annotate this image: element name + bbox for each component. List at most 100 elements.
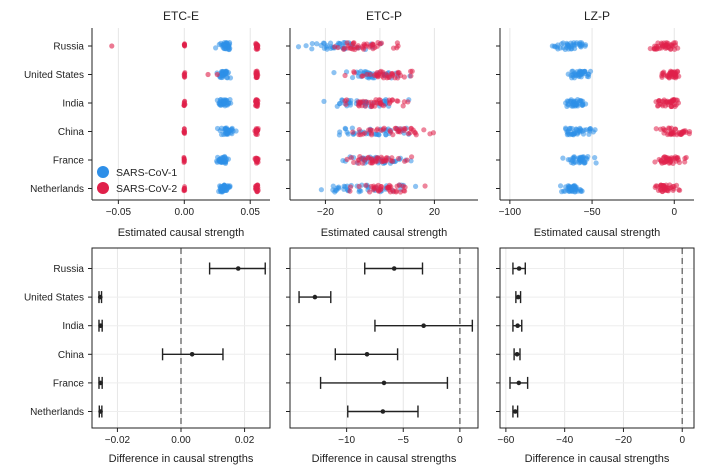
point-sars-cov-2 bbox=[409, 68, 415, 74]
bottom-x-tick-label: −5 bbox=[398, 435, 410, 446]
error-bar-india bbox=[98, 319, 103, 332]
point-sars-cov-1 bbox=[222, 43, 228, 49]
point-sars-cov-1 bbox=[561, 188, 567, 194]
point-sars-cov-2 bbox=[386, 182, 393, 188]
point-sars-cov-2 bbox=[181, 158, 187, 164]
point-sars-cov-2 bbox=[662, 127, 668, 134]
point-sars-cov-2 bbox=[397, 189, 404, 195]
point-sars-cov-2 bbox=[380, 75, 387, 81]
point-sars-cov-2 bbox=[390, 45, 397, 51]
point-sars-cov-1 bbox=[330, 183, 336, 189]
point-sars-cov-1 bbox=[565, 183, 571, 189]
point-sars-cov-1 bbox=[570, 155, 576, 161]
legend-label: SARS-CoV-2 bbox=[116, 183, 177, 195]
point-sars-cov-2 bbox=[393, 189, 399, 195]
point-sars-cov-1 bbox=[412, 183, 419, 189]
point-sars-cov-2 bbox=[347, 184, 354, 190]
point-sars-cov-1 bbox=[309, 40, 315, 47]
error-bar-russia bbox=[364, 262, 424, 275]
point-sars-cov-2 bbox=[214, 71, 220, 78]
point-sars-cov-1 bbox=[336, 185, 342, 191]
point-sars-cov-2 bbox=[668, 42, 674, 49]
error-bar-china bbox=[334, 348, 399, 361]
point-sars-cov-1 bbox=[218, 96, 224, 103]
point-sars-cov-1 bbox=[569, 42, 575, 48]
point-sars-cov-1 bbox=[222, 97, 228, 103]
point-sars-cov-1 bbox=[408, 158, 414, 164]
point-sars-cov-2 bbox=[370, 42, 376, 48]
point-sars-cov-2 bbox=[364, 71, 370, 77]
point-sars-cov-2 bbox=[374, 126, 381, 132]
point-sars-cov-1 bbox=[221, 183, 227, 189]
point-sars-cov-1 bbox=[342, 125, 348, 131]
bottom-x-tick-label: −20 bbox=[615, 435, 632, 446]
bottom-y-tick-label: Russia bbox=[53, 264, 84, 275]
point-sars-cov-2 bbox=[182, 70, 188, 75]
bottom-y-tick-label: China bbox=[58, 350, 85, 361]
point-sars-cov-1 bbox=[565, 129, 571, 135]
point-sars-cov-2 bbox=[351, 40, 357, 46]
point-sars-cov-1 bbox=[581, 127, 587, 133]
point-sars-cov-1 bbox=[565, 71, 571, 77]
error-bar-france bbox=[98, 376, 103, 389]
legend-label: SARS-CoV-1 bbox=[116, 167, 177, 179]
point-sars-cov-1 bbox=[314, 41, 320, 47]
point-sars-cov-2 bbox=[655, 103, 661, 109]
point-sars-cov-2 bbox=[109, 43, 115, 49]
point-sars-cov-2 bbox=[365, 99, 372, 105]
point-sars-cov-2 bbox=[362, 42, 368, 48]
point-sars-cov-2 bbox=[367, 189, 373, 195]
point-sars-cov-2 bbox=[402, 184, 408, 190]
point-sars-cov-2 bbox=[408, 154, 415, 160]
point-sars-cov-1 bbox=[585, 71, 591, 77]
point-sars-cov-2 bbox=[182, 42, 187, 47]
point-sars-cov-2 bbox=[401, 99, 407, 105]
point-sars-cov-2 bbox=[254, 128, 260, 134]
point-sars-cov-2 bbox=[369, 102, 375, 108]
point-sars-cov-2 bbox=[363, 182, 369, 188]
point-sars-cov-2 bbox=[389, 97, 396, 103]
point-sars-cov-2 bbox=[356, 160, 362, 166]
point-sars-cov-1 bbox=[578, 44, 584, 50]
point-sars-cov-1 bbox=[233, 128, 239, 134]
point-sars-cov-2 bbox=[397, 129, 403, 135]
point-sars-cov-2 bbox=[427, 131, 433, 137]
point-sars-cov-2 bbox=[253, 103, 259, 109]
point-sars-cov-2 bbox=[670, 130, 676, 136]
point-sars-cov-1 bbox=[225, 184, 231, 191]
point-sars-cov-1 bbox=[571, 159, 578, 165]
point-sars-cov-2 bbox=[375, 74, 381, 80]
top-y-tick-label: Netherlands bbox=[30, 184, 84, 195]
point-sars-cov-2 bbox=[653, 126, 659, 132]
mean-marker bbox=[189, 352, 195, 357]
error-bar-netherlands bbox=[98, 405, 103, 418]
mean-marker bbox=[515, 294, 521, 300]
mean-marker bbox=[364, 352, 370, 357]
point-sars-cov-2 bbox=[647, 45, 653, 52]
point-sars-cov-2 bbox=[389, 70, 396, 77]
point-sars-cov-1 bbox=[218, 131, 225, 138]
point-sars-cov-1 bbox=[593, 160, 599, 166]
point-sars-cov-2 bbox=[378, 154, 384, 160]
top-y-tick-label: China bbox=[58, 127, 85, 138]
panel-title: ETC-E bbox=[163, 9, 199, 23]
point-sars-cov-2 bbox=[341, 45, 347, 51]
error-bar-china bbox=[161, 348, 224, 361]
error-bar-france bbox=[509, 376, 529, 389]
point-sars-cov-2 bbox=[659, 45, 665, 51]
point-sars-cov-1 bbox=[213, 45, 219, 51]
point-sars-cov-1 bbox=[320, 40, 327, 46]
top-x-axis-label: Estimated causal strength bbox=[534, 227, 661, 239]
point-sars-cov-2 bbox=[254, 158, 260, 164]
top-x-tick-label: −50 bbox=[584, 207, 601, 218]
point-sars-cov-2 bbox=[360, 160, 366, 166]
point-sars-cov-2 bbox=[661, 69, 667, 75]
top-x-tick-label: −20 bbox=[317, 207, 334, 218]
point-sars-cov-2 bbox=[347, 188, 353, 194]
point-sars-cov-1 bbox=[577, 129, 583, 135]
point-sars-cov-2 bbox=[350, 129, 356, 135]
point-sars-cov-1 bbox=[218, 189, 224, 195]
bottom-frame-2 bbox=[499, 247, 695, 429]
point-sars-cov-2 bbox=[659, 101, 665, 107]
point-sars-cov-2 bbox=[663, 154, 669, 161]
